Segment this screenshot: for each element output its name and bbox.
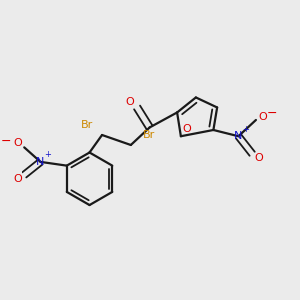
Text: O: O xyxy=(259,112,267,122)
Text: Br: Br xyxy=(81,121,93,130)
Text: +: + xyxy=(242,125,249,134)
Text: O: O xyxy=(14,138,22,148)
Text: O: O xyxy=(14,174,22,184)
Text: O: O xyxy=(182,124,191,134)
Text: +: + xyxy=(44,150,51,159)
Text: O: O xyxy=(126,98,134,107)
Text: −: − xyxy=(267,107,278,120)
Text: O: O xyxy=(254,152,263,163)
Text: Br: Br xyxy=(143,130,155,140)
Text: N: N xyxy=(234,131,243,141)
Text: −: − xyxy=(0,135,11,148)
Text: N: N xyxy=(36,157,45,167)
